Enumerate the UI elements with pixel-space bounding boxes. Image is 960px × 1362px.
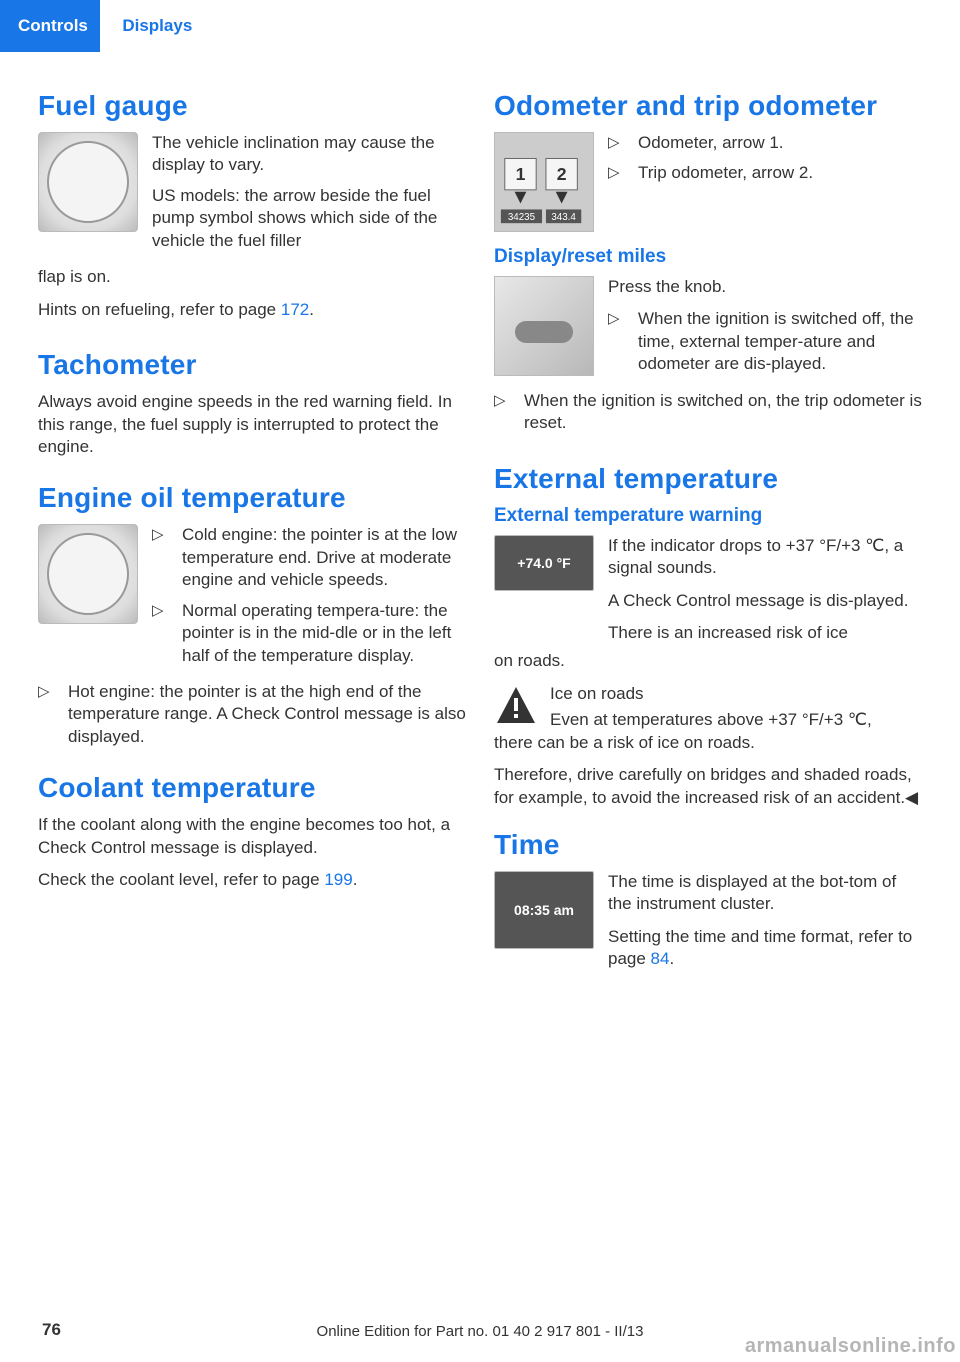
fuel-gauge-p2-partial: US models: the arrow beside the fuel pum… bbox=[152, 185, 466, 252]
link-page-172[interactable]: 172 bbox=[281, 300, 309, 319]
engine-oil-li3: Hot engine: the pointer is at the high e… bbox=[38, 681, 466, 748]
ext-temp-p3-cont: on roads. bbox=[494, 650, 922, 672]
fuel-gauge-p1: The vehicle inclination may cause the di… bbox=[152, 132, 466, 177]
heading-ext-temp-warning: External temperature warning bbox=[494, 505, 922, 527]
heading-coolant: Coolant temperature bbox=[38, 772, 466, 804]
coolant-p2: Check the coolant level, refer to page 1… bbox=[38, 869, 466, 891]
coolant-p1: If the coolant along with the engine bec… bbox=[38, 814, 466, 859]
engine-oil-gauge-image bbox=[38, 524, 138, 624]
knob-image bbox=[494, 276, 594, 376]
heading-ext-temp: External temperature bbox=[494, 463, 922, 495]
time-lcd-image: 08:35 am bbox=[494, 871, 594, 949]
display-reset-li2: When the ignition is switched on, the tr… bbox=[494, 390, 922, 435]
link-page-84[interactable]: 84 bbox=[651, 949, 670, 968]
engine-oil-list: Cold engine: the pointer is at the low t… bbox=[152, 524, 466, 667]
ext-temp-p1: If the indicator drops to +37 °F/+3 ℃, a… bbox=[608, 535, 922, 580]
engine-oil-li2: Normal operating tempera‐ture: the point… bbox=[152, 600, 466, 667]
engine-oil-li1: Cold engine: the pointer is at the low t… bbox=[152, 524, 466, 591]
display-reset-list-cont: When the ignition is switched on, the tr… bbox=[494, 390, 922, 435]
display-reset-p1: Press the knob. bbox=[608, 276, 922, 298]
ext-temp-block: +74.0 °F If the indicator drops to +37 °… bbox=[494, 535, 922, 645]
tab-controls: Controls bbox=[0, 0, 100, 52]
engine-oil-list-cont: Hot engine: the pointer is at the high e… bbox=[38, 681, 466, 748]
tab-displays: Displays bbox=[104, 0, 204, 52]
heading-display-reset: Display/reset miles bbox=[494, 246, 922, 268]
ext-temp-p3-partial: There is an increased risk of ice bbox=[608, 622, 922, 644]
fuel-gauge-block: The vehicle inclination may cause the di… bbox=[38, 132, 466, 260]
fuel-gauge-text: The vehicle inclination may cause the di… bbox=[152, 132, 466, 260]
link-page-199[interactable]: 199 bbox=[324, 870, 352, 889]
heading-engine-oil: Engine oil temperature bbox=[38, 482, 466, 514]
odometer-list: Odometer, arrow 1. Trip odometer, arrow … bbox=[608, 132, 922, 185]
ext-temp-text: If the indicator drops to +37 °F/+3 ℃, a… bbox=[608, 535, 922, 645]
time-p1: The time is displayed at the bot‐tom of … bbox=[608, 871, 922, 916]
right-column: Odometer and trip odometer 1 2 34235 bbox=[494, 80, 922, 987]
warning-p-cont: there can be a risk of ice on roads. bbox=[494, 732, 922, 754]
fuel-gauge-image bbox=[38, 132, 138, 232]
svg-text:343.4: 343.4 bbox=[551, 212, 576, 223]
display-reset-text: Press the knob. When the ignition is swi… bbox=[608, 276, 922, 384]
time-block: 08:35 am The time is displayed at the bo… bbox=[494, 871, 922, 981]
heading-fuel-gauge: Fuel gauge bbox=[38, 90, 466, 122]
time-p2: Setting the time and time format, refer … bbox=[608, 926, 922, 971]
display-reset-block: Press the knob. When the ignition is swi… bbox=[494, 276, 922, 384]
footer-center-text: Online Edition for Part no. 01 40 2 917 … bbox=[0, 1323, 960, 1340]
heading-time: Time bbox=[494, 829, 922, 861]
heading-odometer: Odometer and trip odometer bbox=[494, 90, 922, 122]
ext-temp-p4: Therefore, drive carefully on bridges an… bbox=[494, 764, 922, 809]
fuel-gauge-p2-cont: flap is on. bbox=[38, 266, 466, 288]
engine-oil-block: Cold engine: the pointer is at the low t… bbox=[38, 524, 466, 675]
warning-p-partial: Even at temperatures above +37 °F/+3 ℃, bbox=[550, 709, 922, 731]
svg-text:2: 2 bbox=[557, 164, 567, 184]
page-number: 76 bbox=[42, 1320, 61, 1340]
ext-temp-p2: A Check Control message is dis‐played. bbox=[608, 590, 922, 612]
svg-text:34235: 34235 bbox=[508, 212, 536, 223]
header-tabs: Controls Displays bbox=[0, 0, 960, 52]
tachometer-p1: Always avoid engine speeds in the red wa… bbox=[38, 391, 466, 458]
odometer-svg: 1 2 34235 343.4 bbox=[495, 133, 593, 231]
heading-tachometer: Tachometer bbox=[38, 349, 466, 381]
odometer-block: 1 2 34235 343.4 Odometer, arrow 1. Trip … bbox=[494, 132, 922, 232]
left-column: Fuel gauge The vehicle inclination may c… bbox=[38, 80, 466, 987]
display-reset-li1: When the ignition is switched off, the t… bbox=[608, 308, 922, 375]
content-columns: Fuel gauge The vehicle inclination may c… bbox=[0, 52, 960, 987]
time-text: The time is displayed at the bot‐tom of … bbox=[608, 871, 922, 981]
warning-title: Ice on roads bbox=[550, 683, 922, 705]
engine-oil-text: Cold engine: the pointer is at the low t… bbox=[152, 524, 466, 675]
odometer-li2: Trip odometer, arrow 2. bbox=[608, 162, 922, 184]
odometer-text: Odometer, arrow 1. Trip odometer, arrow … bbox=[608, 132, 922, 193]
fuel-gauge-p3: Hints on refueling, refer to page 172. bbox=[38, 299, 466, 321]
svg-text:1: 1 bbox=[516, 164, 526, 184]
footer: 76 Online Edition for Part no. 01 40 2 9… bbox=[0, 1323, 960, 1340]
warning-block: Ice on roads Even at temperatures above … bbox=[494, 683, 922, 754]
odometer-li1: Odometer, arrow 1. bbox=[608, 132, 922, 154]
display-reset-list: When the ignition is switched off, the t… bbox=[608, 308, 922, 375]
page: Controls Displays Fuel gauge The vehicle… bbox=[0, 0, 960, 1362]
odometer-image: 1 2 34235 343.4 bbox=[494, 132, 594, 232]
ext-temp-lcd-image: +74.0 °F bbox=[494, 535, 594, 591]
warning-triangle-icon bbox=[494, 683, 538, 727]
